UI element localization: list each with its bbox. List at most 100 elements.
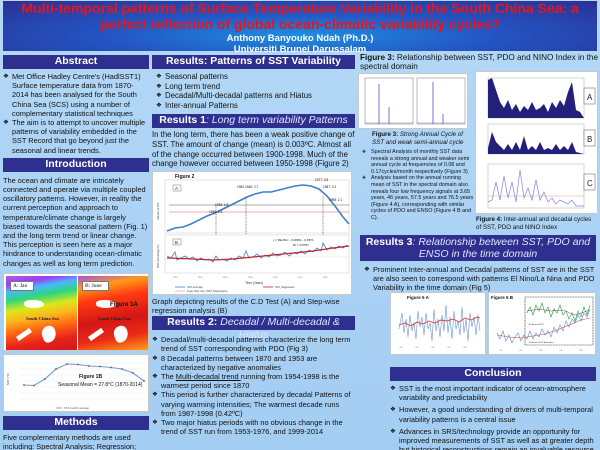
- title-line-1: Multi-temporal patterns of Surface Tempe…: [21, 1, 579, 17]
- svg-text:A: A: [587, 93, 593, 102]
- svg-text:A: Annual PDO: A: Annual PDO: [529, 323, 544, 326]
- sst-enso-time-series: Figure 5 A 1870 1900 1930 1960 1990: [398, 295, 481, 349]
- introduction-heading: Introduction: [3, 157, 149, 172]
- title-line-2: perfect reflection of global ocean-clima…: [99, 16, 501, 33]
- svg-text:Figure 5 B: Figure 5 B: [491, 295, 514, 300]
- figure-1b: SST (°C) Figure 1B Seasonal Mean = 27.8°…: [3, 353, 149, 412]
- svg-text:C: C: [587, 179, 593, 188]
- svg-text:5 per. Mov. Avg. (SST_Regressi: 5 per. Mov. Avg. (SST_Regression): [187, 289, 228, 293]
- results2-bullet: 8 Decadal patterns between 1870 and 1953…: [152, 354, 355, 372]
- svg-text:1990: 1990: [579, 350, 583, 352]
- svg-text:1930: 1930: [248, 277, 253, 279]
- svg-text:1990: 1990: [463, 347, 467, 349]
- svg-text:1870: 1870: [173, 277, 178, 279]
- abstract-list: Met Office Hadley Centre's (HadlSST1) Su…: [3, 72, 149, 155]
- column-middle: Results: Patterns of SST Variability Sea…: [152, 53, 355, 436]
- poster-header: Multi-temporal patterns of Surface Tempe…: [3, 1, 597, 55]
- svg-text:1900: 1900: [415, 347, 419, 349]
- methods-text: Five complementary methods are used incl…: [3, 432, 137, 450]
- column-right: Figure 3: Relationship between SST, PDO …: [358, 53, 599, 450]
- svg-text:1977: 3.5: 1977: 3.5: [315, 178, 329, 182]
- spectral-bullet: Analysis based on the annual running mea…: [362, 175, 474, 221]
- svg-text:1870: 1870: [499, 350, 503, 352]
- map-b-label: B: June: [82, 280, 109, 291]
- figure-5b-chart: Figure 5 B A: Annual PDO B: Annual SST A…: [488, 292, 596, 355]
- svg-text:1910: 1910: [223, 277, 228, 279]
- svg-text:Time (Years): Time (Years): [245, 281, 263, 285]
- conclusion-list: SST is the most important indicator of o…: [390, 384, 598, 450]
- figure-3-bullets: Spectral Analysis of monthly SST data re…: [362, 149, 474, 222]
- figure-4-caption: Figure 4: Inter-annual and decadal cycle…: [476, 216, 592, 231]
- figure-2-caption: Graph depicting results of the C.D Test …: [152, 296, 340, 315]
- sea-label: South China Sea: [98, 315, 131, 321]
- poster-title: Multi-temporal patterns of Surface Tempe…: [3, 1, 597, 33]
- abstract-bullet: The aim is to attempt to uncover multipl…: [3, 118, 149, 155]
- svg-text:1960: 1960: [447, 347, 451, 349]
- abstract-bullet: Met Office Hadley Centre's (HadlSST1) Su…: [3, 72, 149, 118]
- figure-2: Figure 2 A 1952-1962: 2.7 1977: 3.5 1987…: [152, 170, 352, 295]
- spectral-chart: [364, 77, 466, 125]
- results-patterns-heading: Results: Patterns of SST Variability: [152, 55, 355, 69]
- svg-text:A: A: [175, 186, 178, 191]
- conclusion-heading: Conclusion: [390, 367, 596, 381]
- figure-5a-chart: Figure 5 A 1870 1900 1930 1960 1990: [390, 292, 486, 355]
- svg-text:SST monthly average: SST monthly average: [64, 406, 89, 410]
- svg-text:Figure 5 A: Figure 5 A: [407, 295, 430, 300]
- pattern-bullet: Inter-annual Patterns: [156, 101, 355, 111]
- svg-text:SST_Regression: SST_Regression: [275, 285, 295, 289]
- conclusion-bullet: However, a good understanding of drivers…: [390, 405, 598, 423]
- svg-text:1998: 2.1: 1998: 2.1: [329, 198, 343, 202]
- svg-text:B: B: [175, 240, 178, 245]
- figure-3-caption: Figure 3: Strong Annual Cycle of SST and…: [372, 131, 464, 146]
- results1-heading: Results 1: Long term variability Pattern…: [152, 114, 355, 129]
- svg-text:SST Anomaly(°C): SST Anomaly(°C): [156, 244, 160, 267]
- spectral-bullet: Spectral Analysis of monthly SST data re…: [362, 149, 474, 175]
- seasonal-line-chart: SST (°C) Figure 1B Seasonal Mean = 27.8°…: [6, 362, 146, 410]
- svg-text:1936: 1.8: 1936: 1.8: [215, 203, 229, 207]
- svg-text:B: B: [587, 135, 592, 144]
- figure-3-title: Figure 3: Relationship between SST, PDO …: [360, 53, 599, 72]
- methods-heading: Methods: [3, 415, 149, 430]
- svg-text:Values of CD: Values of CD: [156, 201, 160, 219]
- figure-1a-label: Figure 1A: [110, 301, 138, 308]
- results2-list: Decadal/multi-decadal patterns character…: [152, 335, 355, 436]
- svg-text:y = 8E-05x² - 0.0065x - 0.0571: y = 8E-05x² - 0.0065x - 0.0571: [273, 238, 314, 242]
- pattern-bullet: Long term trend: [156, 82, 355, 92]
- results1-text: In the long term, there has been a weak …: [152, 130, 355, 169]
- sst-map-january: A: Jan South China Sea: [6, 275, 77, 350]
- figure-1a: A: Jan South China Sea B: June South Chi…: [3, 272, 149, 351]
- svg-text:1950: 1950: [273, 277, 278, 279]
- svg-text:1970: 1970: [298, 277, 303, 279]
- svg-text:1900: 1900: [519, 350, 523, 352]
- svg-text:1930: 1.4: 1930: 1.4: [209, 210, 223, 214]
- svg-text:1930: 1930: [431, 347, 435, 349]
- svg-text:R² = 0.5751: R² = 0.5751: [293, 243, 309, 247]
- results2-bullet: Two major hiatus periods with no obvious…: [152, 418, 355, 436]
- figure-1b-label: Figure 1B: [79, 374, 102, 380]
- svg-text:1930: 1930: [539, 350, 543, 352]
- sst-pdo-time-series: Figure 5 B A: Annual PDO B: Annual SST A…: [491, 295, 594, 352]
- sea-label: South China Sea: [26, 315, 59, 321]
- results3-list: Prominent Inter-annual and Decadal patte…: [364, 265, 598, 293]
- results3-heading: Results 3: Relationship between SST, PDO…: [360, 235, 596, 261]
- svg-text:1890: 1890: [198, 277, 203, 279]
- results2-bullet: This period is further characterized by …: [152, 390, 355, 418]
- results3-bullet: Prominent Inter-annual and Decadal patte…: [364, 265, 598, 293]
- results-patterns-list: Seasonal patterns Long term trend Decada…: [156, 72, 355, 110]
- results2-heading: Results 2: Decadal / Multi-decadal & Hia…: [152, 316, 355, 341]
- figure-3-chart: [358, 73, 468, 129]
- introduction-text: The ocean and climate are intricately co…: [3, 175, 148, 268]
- svg-text:1952-1962: 2.7: 1952-1962: 2.7: [237, 185, 259, 189]
- author-name: Anthony Banyouko Ndah (Ph.D.): [226, 33, 374, 44]
- conclusion-bullet: Advances in SRS/technology provide an op…: [390, 427, 598, 450]
- pattern-bullet: Seasonal patterns: [156, 72, 355, 82]
- pattern-bullet: Decadal/Multi-decadal patterns and Hiatu…: [156, 91, 355, 101]
- conclusion-bullet: SST is the most important indicator of o…: [390, 384, 598, 402]
- inter-annual-spectrum-chart: A B C: [487, 77, 596, 209]
- svg-text:B: Annual SST Anomalies: B: Annual SST Anomalies: [529, 341, 555, 344]
- results2-bullet: Decadal/multi-decadal patterns character…: [152, 335, 355, 353]
- cumulative-deviation-chart: Figure 2 A 1952-1962: 2.7 1977: 3.5 1987…: [156, 174, 350, 293]
- svg-text:1990: 1990: [323, 277, 328, 279]
- svg-text:1987: 3.2: 1987: 3.2: [323, 185, 337, 189]
